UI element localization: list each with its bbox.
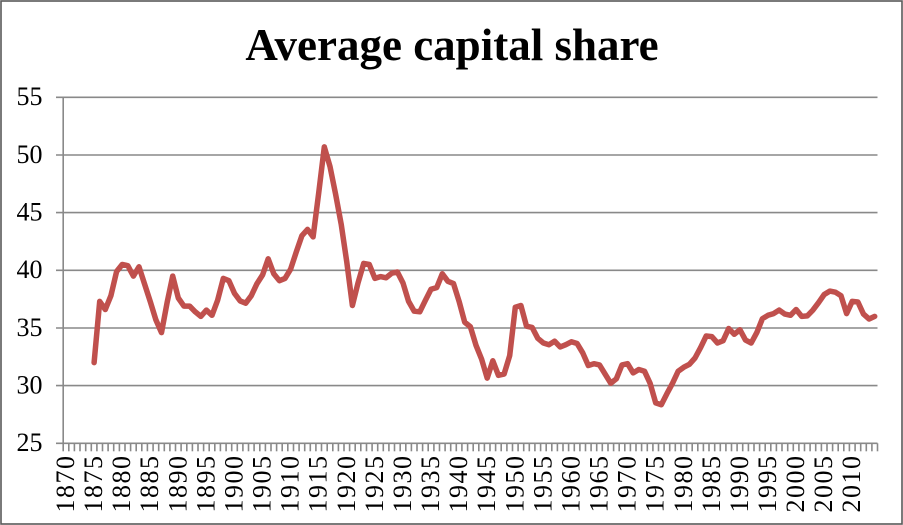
svg-text:2010: 2010 bbox=[837, 455, 866, 513]
svg-text:25: 25 bbox=[17, 428, 43, 457]
svg-text:1915: 1915 bbox=[304, 455, 333, 513]
svg-text:1945: 1945 bbox=[472, 455, 501, 513]
svg-text:1965: 1965 bbox=[585, 455, 614, 513]
svg-text:1950: 1950 bbox=[500, 455, 529, 513]
svg-text:1905: 1905 bbox=[248, 455, 277, 513]
svg-text:35: 35 bbox=[17, 313, 43, 342]
svg-text:40: 40 bbox=[17, 255, 43, 284]
svg-text:1870: 1870 bbox=[51, 455, 80, 513]
svg-text:1975: 1975 bbox=[641, 455, 670, 513]
svg-text:1885: 1885 bbox=[135, 455, 164, 513]
svg-text:1980: 1980 bbox=[669, 455, 698, 513]
svg-text:1875: 1875 bbox=[79, 455, 108, 513]
svg-text:55: 55 bbox=[17, 82, 43, 111]
svg-text:1960: 1960 bbox=[556, 455, 585, 513]
svg-text:1895: 1895 bbox=[191, 455, 220, 513]
svg-text:1955: 1955 bbox=[528, 455, 557, 513]
svg-text:1985: 1985 bbox=[697, 455, 726, 513]
svg-text:30: 30 bbox=[17, 370, 43, 399]
svg-text:2000: 2000 bbox=[781, 455, 810, 513]
svg-text:2005: 2005 bbox=[809, 455, 838, 513]
svg-text:1925: 1925 bbox=[360, 455, 389, 513]
svg-text:1930: 1930 bbox=[388, 455, 417, 513]
svg-text:1940: 1940 bbox=[444, 454, 473, 512]
svg-text:45: 45 bbox=[17, 197, 43, 226]
svg-text:1990: 1990 bbox=[725, 455, 754, 513]
svg-text:1970: 1970 bbox=[613, 455, 642, 513]
svg-text:1880: 1880 bbox=[107, 455, 136, 513]
svg-text:1920: 1920 bbox=[332, 455, 361, 513]
svg-text:1995: 1995 bbox=[753, 455, 782, 513]
svg-text:50: 50 bbox=[17, 140, 43, 169]
svg-text:1935: 1935 bbox=[416, 455, 445, 513]
svg-text:Average capital share: Average capital share bbox=[245, 20, 658, 70]
svg-text:1910: 1910 bbox=[276, 455, 305, 513]
svg-text:1900: 1900 bbox=[220, 455, 249, 513]
svg-text:1890: 1890 bbox=[163, 455, 192, 513]
